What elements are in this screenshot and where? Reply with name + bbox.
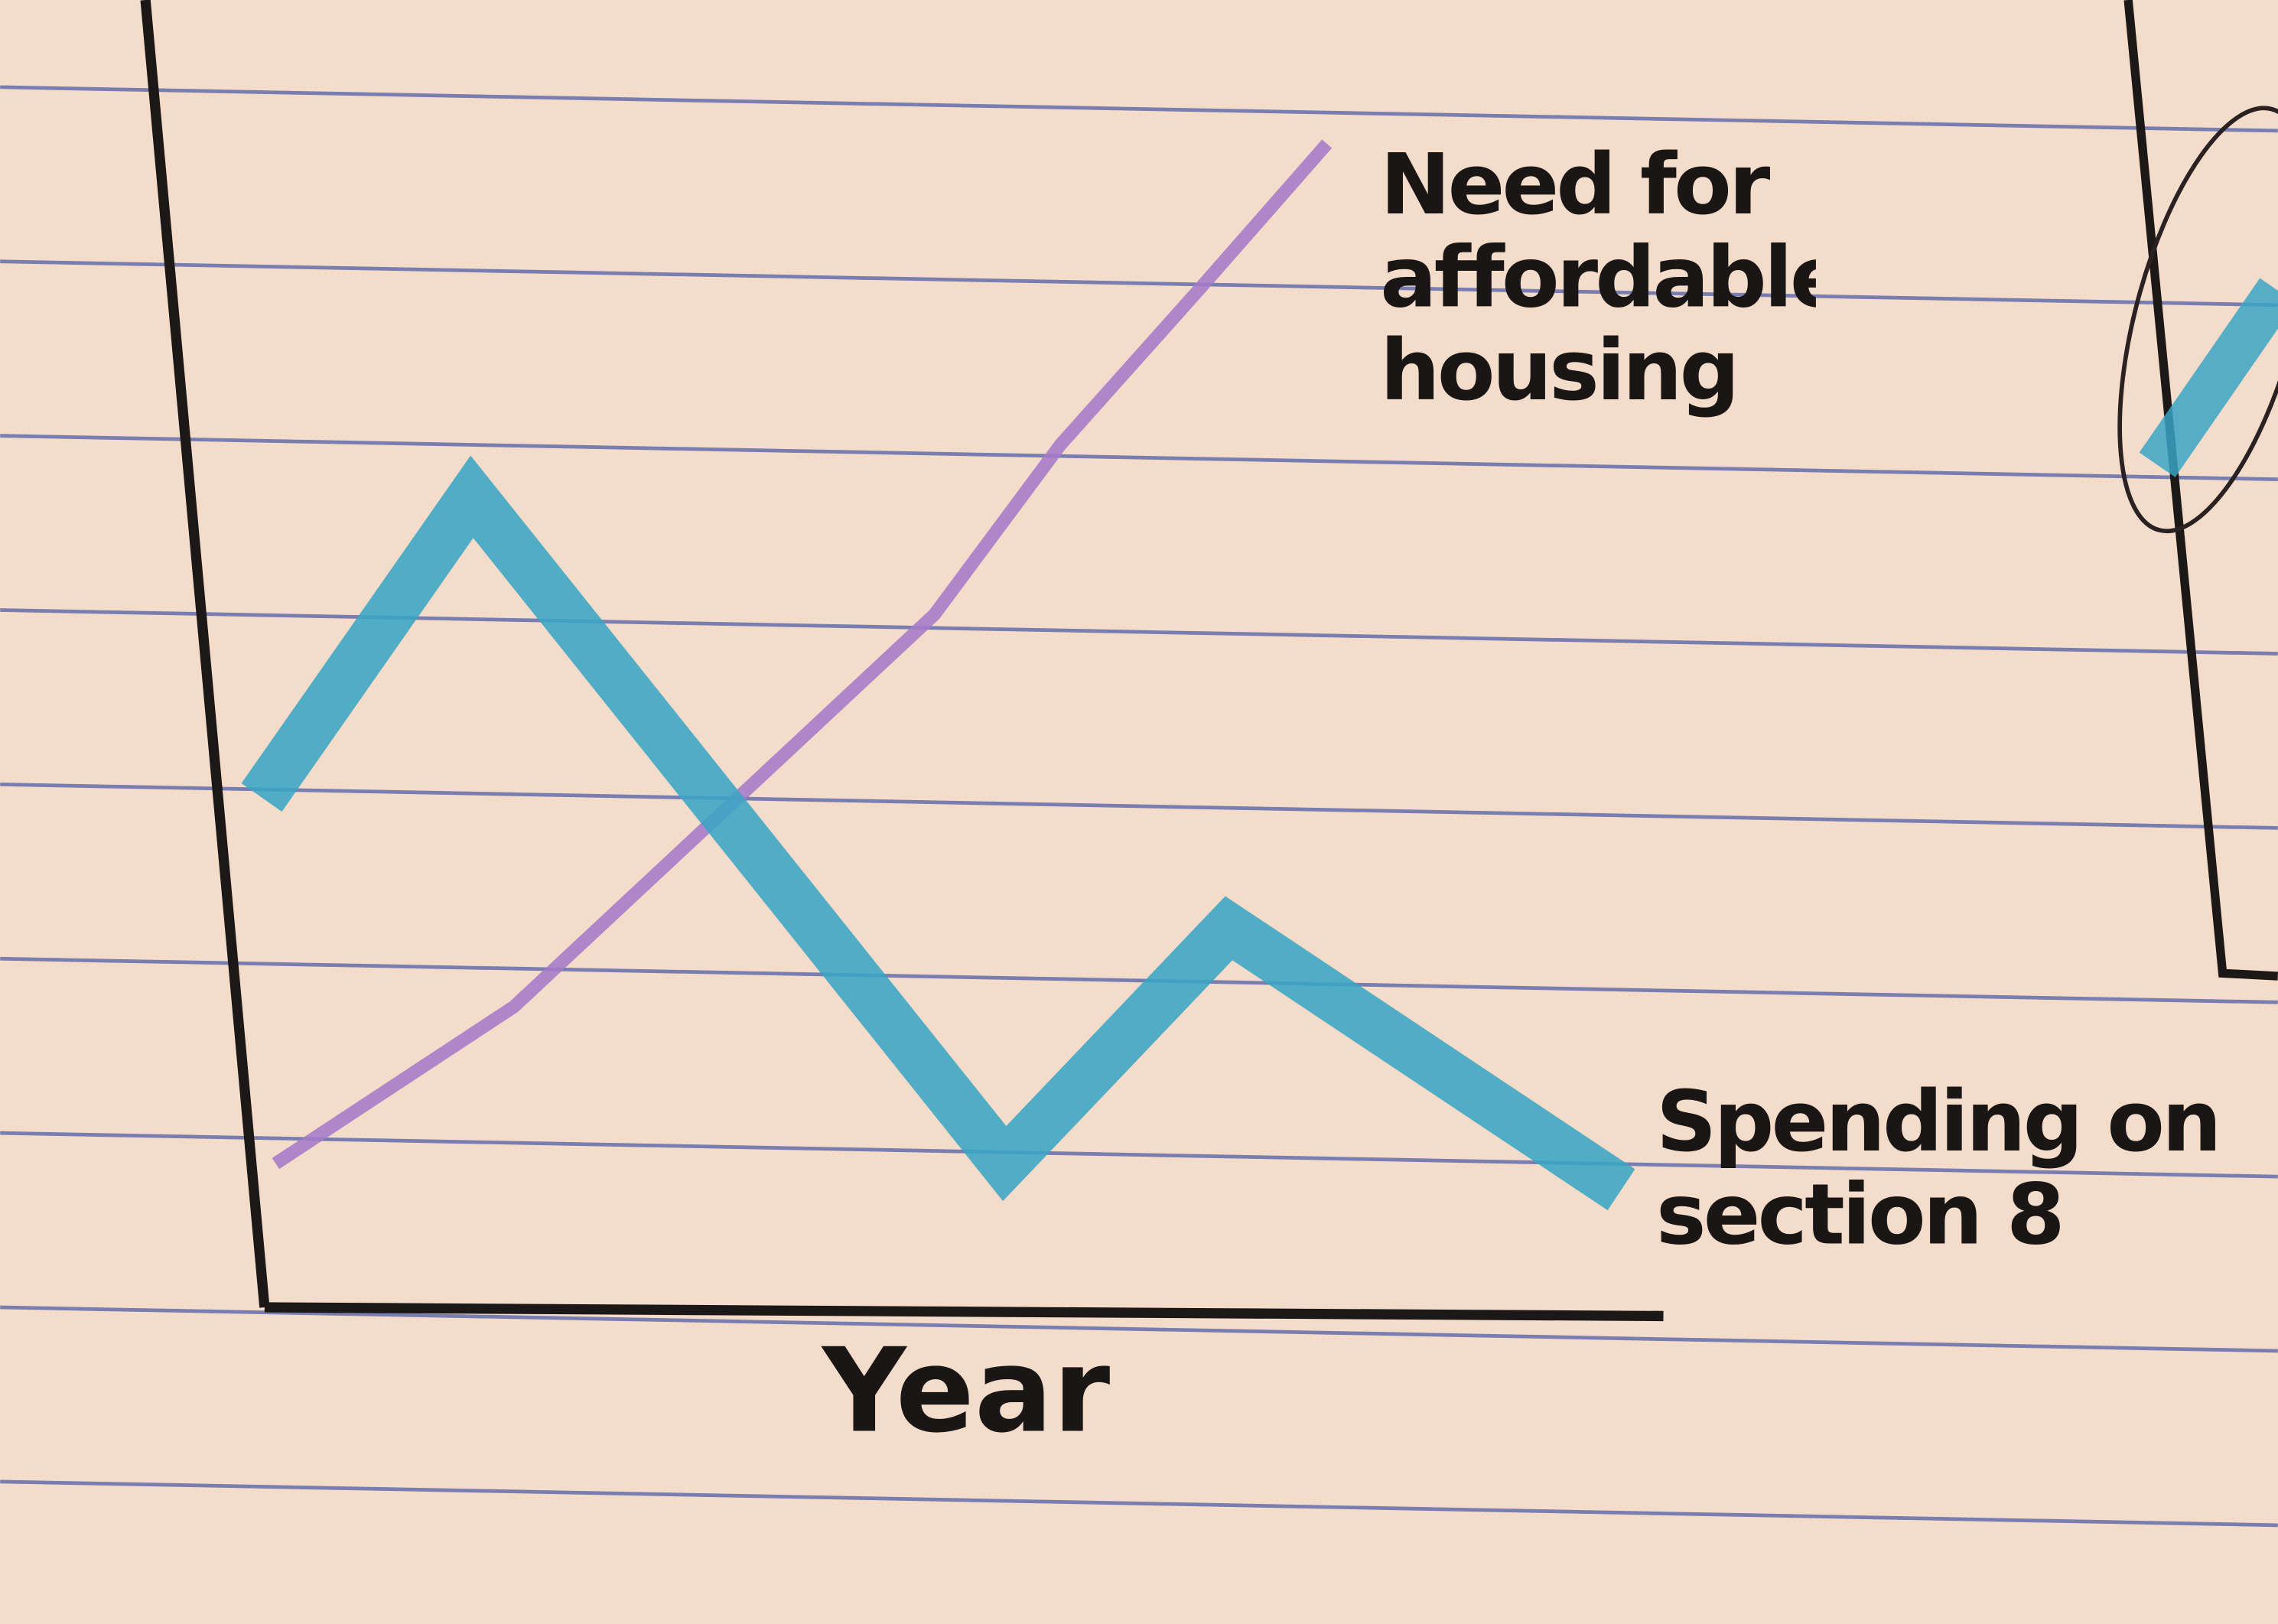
series-label-box: Need for affordable housing — [1380, 138, 1816, 420]
series-line — [272, 139, 1333, 1170]
ruled-line — [0, 434, 2278, 482]
ruled-line — [0, 85, 2278, 133]
y-axis — [140, 0, 270, 1308]
ruled-line — [0, 1131, 2278, 1179]
ruled-line — [0, 259, 2278, 308]
series-label: Need for affordable housing — [1380, 138, 1816, 420]
ruled-line — [0, 956, 2278, 1004]
scribble — [2117, 106, 2278, 534]
ruled-line — [0, 1479, 2278, 1528]
series-label-box: Spending on section 8 — [1656, 1075, 2222, 1264]
ruled-line — [0, 1305, 2278, 1353]
x-axis — [264, 1302, 1664, 1322]
next-chart-axis — [2123, 0, 2278, 981]
ruled-line — [0, 783, 2278, 830]
series-label: Spending on section 8 — [1656, 1075, 2222, 1264]
x-axis-label: Year — [821, 1323, 1111, 1458]
series-line — [241, 455, 1635, 1211]
next-chart-line — [2139, 278, 2278, 477]
